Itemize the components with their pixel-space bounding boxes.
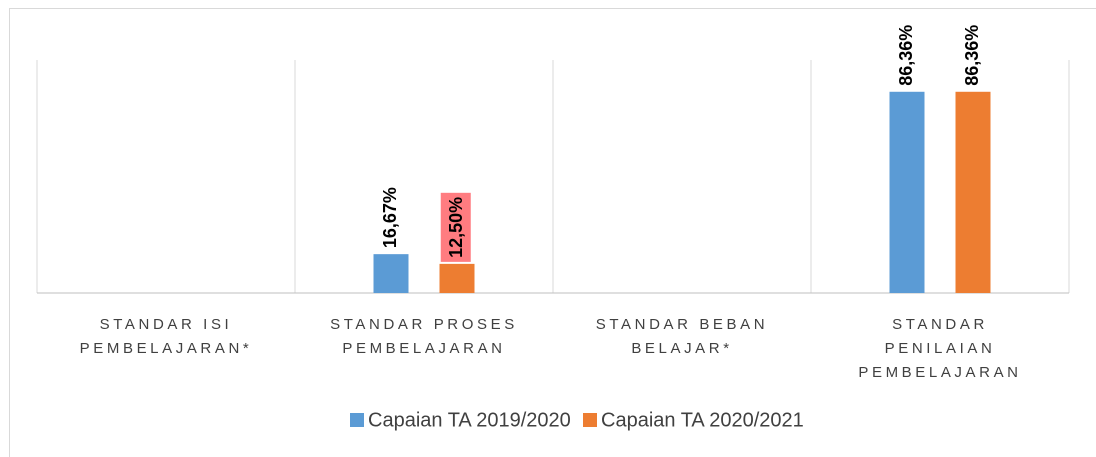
data-label-group: 86,36% <box>896 25 916 86</box>
x-tick-label: STANDAR PENILAIAN PEMBELAJARAN <box>858 316 1022 381</box>
data-label: 86,36% <box>896 25 916 86</box>
data-label: 12,50% <box>446 197 466 258</box>
x-tick-label: STANDAR ISI PEMBELAJARAN* <box>79 316 253 357</box>
bar <box>955 91 991 294</box>
label-highlight <box>440 192 471 262</box>
bar <box>439 263 475 293</box>
bar <box>373 254 409 293</box>
x-tick-label: STANDAR BEBAN BELAJAR* <box>595 316 769 357</box>
legend-swatch <box>350 413 364 427</box>
bar <box>889 91 925 294</box>
data-label: 16,67% <box>380 187 400 248</box>
legend-swatch <box>583 413 597 427</box>
chart-frame <box>9 8 1096 457</box>
x-tick-label: STANDAR PROSES PEMBELAJARAN <box>330 316 518 357</box>
data-label: 86,36% <box>962 25 982 86</box>
legend-label: Capaian TA 2020/2021 <box>601 409 804 431</box>
data-label-group: 12,50% <box>440 192 471 262</box>
legend-label: Capaian TA 2019/2020 <box>368 409 571 431</box>
data-label-group: 16,67% <box>380 187 400 248</box>
data-label-group: 86,36% <box>962 25 982 86</box>
